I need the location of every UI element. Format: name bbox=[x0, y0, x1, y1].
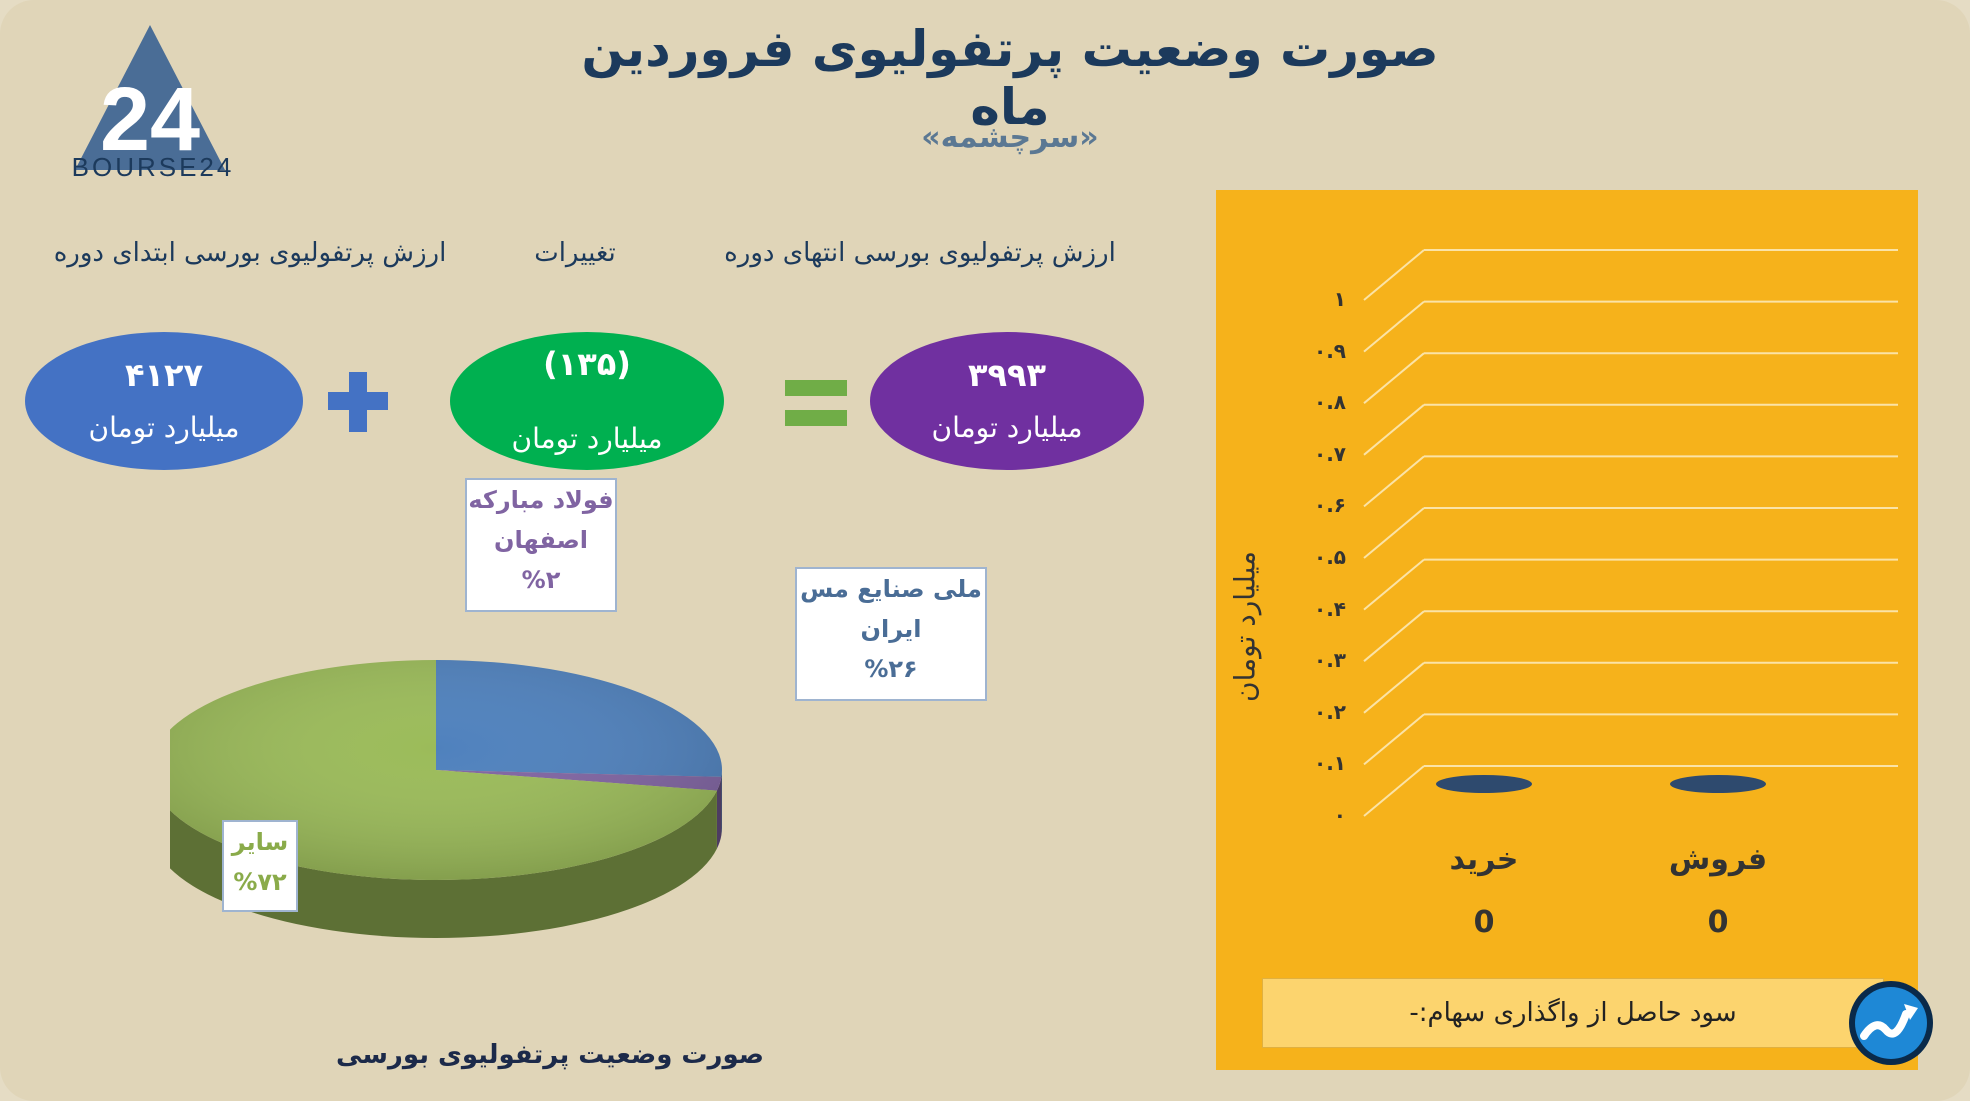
callout-steel-pct: %۲ bbox=[521, 566, 561, 594]
grid-line-side bbox=[1363, 249, 1425, 301]
value-label-فروش: 0 bbox=[1707, 905, 1729, 940]
pie-caption: صورت وضعیت پرتفولیوی بورسی bbox=[336, 1040, 764, 1070]
y-tick-label: ۰.۶ bbox=[1313, 493, 1346, 518]
pie-side-سایر bbox=[170, 790, 717, 938]
bar-marks bbox=[1436, 775, 1766, 793]
grid-lines bbox=[1363, 249, 1898, 817]
page-subtitle: «سرچشمه» bbox=[921, 120, 1099, 155]
end-value-label: ارزش پرتفولیوی بورسی انتهای دوره bbox=[724, 238, 1116, 268]
end-value-oval: ۳۹۹۳ میلیارد تومان bbox=[870, 332, 1144, 470]
pie-depth bbox=[170, 770, 722, 938]
bar-top-فروش bbox=[1670, 775, 1766, 793]
page-title: صورت وضعیت پرتفولیوی فروردین ماه bbox=[581, 20, 1439, 136]
change-value: (۱۳۵) bbox=[543, 344, 631, 383]
callout-steel-line2: اصفهان bbox=[493, 526, 589, 554]
pie-side-فولاد مبارکه اصفهان bbox=[716, 776, 722, 849]
trend-chart-icon bbox=[1849, 981, 1933, 1065]
grid-line-side bbox=[1363, 455, 1425, 508]
grid-line-side bbox=[1363, 352, 1425, 404]
y-tick-label: ۰.۱ bbox=[1313, 751, 1346, 776]
grid-line-side bbox=[1363, 713, 1425, 766]
pie-top bbox=[170, 660, 722, 880]
y-tick-label: ۰ bbox=[1333, 803, 1346, 827]
grid-line-side bbox=[1363, 507, 1425, 559]
change-value-oval: (۱۳۵) میلیارد تومان bbox=[450, 332, 724, 470]
callout-other: سایر %۷۲ bbox=[222, 820, 298, 912]
profit-box: سود حاصل از واگذاری سهام:- bbox=[1262, 978, 1884, 1048]
equals-icon bbox=[785, 380, 847, 396]
y-tick-label: ۰.۷ bbox=[1313, 441, 1346, 466]
start-value-oval: ۴۱۲۷ میلیارد تومان bbox=[25, 332, 303, 470]
category-label-خرید: خرید bbox=[1449, 842, 1519, 877]
value-label-خرید: 0 bbox=[1473, 905, 1495, 940]
grid-line-side bbox=[1363, 404, 1425, 456]
start-value: ۴۱۲۷ bbox=[124, 355, 204, 394]
y-tick-label: ۰.۹ bbox=[1313, 338, 1346, 363]
grid-line-side bbox=[1363, 765, 1425, 817]
bourse24-logo: 24 bbox=[75, 25, 225, 170]
pie-side-ملی صنایع مس ایران bbox=[721, 770, 722, 835]
callout-copper-pct: %۲۶ bbox=[864, 655, 918, 683]
grid-line-side bbox=[1363, 662, 1425, 714]
equals-icon-lower bbox=[785, 410, 847, 426]
y-tick-label: ۰.۲ bbox=[1313, 699, 1346, 724]
change-value-unit: میلیارد تومان bbox=[511, 422, 663, 456]
buy-sell-panel bbox=[1216, 190, 1918, 1070]
y-tick-label: ۰.۳ bbox=[1313, 648, 1346, 673]
portfolio-pie-chart bbox=[170, 660, 722, 938]
callout-copper-line1: ملی صنایع مس bbox=[800, 575, 982, 603]
category-label-فروش: فروش bbox=[1668, 842, 1768, 877]
bar-top-خرید bbox=[1436, 775, 1532, 793]
pie-shading bbox=[170, 660, 722, 880]
start-value-unit: میلیارد تومان bbox=[88, 411, 240, 445]
profit-label: سود حاصل از واگذاری سهام:- bbox=[1409, 998, 1737, 1028]
logo-text: BOURSE24 bbox=[71, 152, 235, 182]
end-value-unit: میلیارد تومان bbox=[931, 411, 1083, 445]
buy-sell-bar-chart bbox=[1363, 249, 1898, 817]
grid-line-side bbox=[1363, 300, 1425, 353]
change-label: تغییرات bbox=[534, 238, 616, 268]
svg-text:24: 24 bbox=[100, 70, 200, 170]
y-tick-label: ۰.۸ bbox=[1313, 390, 1346, 415]
start-value-label: ارزش پرتفولیوی بورسی ابتدای دوره bbox=[53, 238, 447, 268]
y-tick-label: ۰.۴ bbox=[1313, 596, 1346, 621]
callout-other-pct: %۷۲ bbox=[233, 868, 287, 896]
grid-line-side bbox=[1363, 558, 1425, 611]
callout-steel: فولاد مبارکه اصفهان %۲ bbox=[465, 478, 617, 612]
callout-other-line1: سایر bbox=[231, 828, 289, 856]
grid-line-side bbox=[1363, 610, 1425, 662]
end-value: ۳۹۹۳ bbox=[967, 355, 1047, 394]
callout-copper-line2: ایران bbox=[860, 615, 922, 643]
plus-icon-vertical bbox=[349, 372, 367, 432]
callout-steel-line1: فولاد مبارکه bbox=[468, 486, 614, 514]
y-tick-label: ۱ bbox=[1333, 287, 1346, 311]
callout-copper: ملی صنایع مس ایران %۲۶ bbox=[795, 567, 987, 701]
y-tick-label: ۰.۵ bbox=[1313, 545, 1346, 569]
